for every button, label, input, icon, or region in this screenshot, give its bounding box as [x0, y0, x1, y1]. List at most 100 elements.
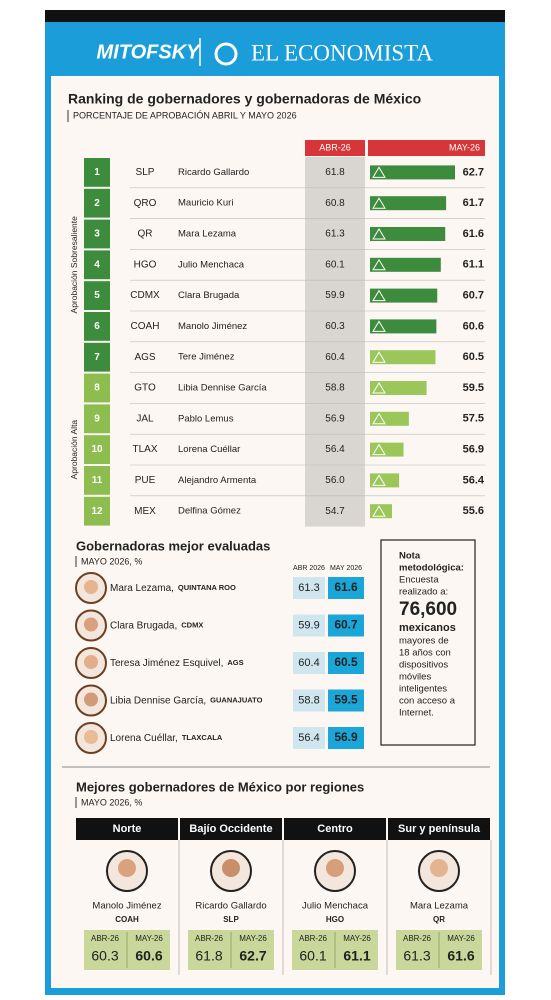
trend-icon — [372, 351, 386, 363]
rank-box — [84, 250, 110, 280]
abr-value: 61.8 — [195, 948, 222, 964]
rank-box — [84, 435, 110, 464]
avatar-face — [118, 859, 136, 877]
may-box — [328, 614, 364, 637]
state: CDMX — [130, 290, 160, 301]
may-value: 61.6 — [334, 580, 358, 594]
avatar-face — [84, 692, 98, 707]
logo-icon — [214, 42, 238, 66]
trend-icon — [372, 228, 386, 240]
abr-value: 60.4 — [325, 352, 345, 363]
avatar-face — [84, 617, 98, 632]
group-label: Aprobación Alta — [69, 420, 79, 480]
governor-name: Manolo Jiménez — [178, 321, 247, 332]
may-value: 60.5 — [334, 655, 358, 669]
trend-icon — [372, 382, 386, 394]
trend-icon — [372, 166, 386, 178]
col-head-label: MAY-26 — [239, 934, 267, 943]
governor-name: Clara Brugada — [178, 290, 240, 301]
rank: 9 — [94, 413, 100, 424]
trend-icon — [372, 320, 386, 332]
bar — [370, 504, 392, 519]
brand-economista: EL ECONOMISTA — [251, 40, 433, 65]
state: GTO — [134, 383, 156, 394]
governor-label: Mara Lezama, QUINTANA ROO — [110, 583, 236, 594]
region-head — [388, 818, 490, 840]
governor-name: Mara Lezama — [410, 901, 469, 912]
governor-name: Delfina Gómez — [178, 506, 241, 517]
abr-value: 60.8 — [325, 198, 345, 209]
state: JAL — [136, 413, 154, 424]
state: TLAX — [132, 444, 157, 455]
rank-box — [84, 404, 110, 434]
trend-icon — [372, 258, 386, 271]
trend-icon — [372, 412, 386, 425]
may-value: 56.4 — [463, 474, 485, 486]
col-head-label: MAY 2026 — [330, 565, 362, 572]
bar — [370, 165, 455, 180]
rank: 3 — [94, 229, 100, 240]
note-text: 18 años con — [399, 648, 451, 659]
panel — [51, 76, 499, 988]
governor-name: Alejandro Armenta — [178, 475, 257, 486]
may-value: 60.5 — [463, 351, 484, 363]
rank-box — [84, 496, 110, 526]
governor-name: Mauricio Kuri — [178, 198, 233, 209]
may-value: 60.7 — [334, 618, 358, 632]
governor-name: Lorena Cuéllar, — [110, 733, 178, 744]
governor-name: Tere Jiménez — [178, 352, 235, 363]
governor-name: Ricardo Gallardo — [195, 901, 266, 912]
governor-label: Teresa Jiménez Esquivel, AGS — [110, 658, 244, 669]
col-head-label: MAY-26 — [447, 934, 475, 943]
brand-mitofsky: MITOFSKY — [97, 41, 202, 63]
abr-value: 61.3 — [403, 948, 430, 964]
trend-icon — [372, 505, 386, 517]
rank-box — [84, 466, 110, 495]
note-text: inteligentes — [399, 684, 447, 695]
may-value: 55.6 — [463, 505, 484, 517]
abr-value: 61.3 — [298, 582, 319, 594]
may-value: 61.7 — [463, 197, 484, 209]
may-value: 56.9 — [334, 730, 358, 744]
note-text: 76,600 — [399, 599, 457, 620]
col-head-label: MAY-26 — [449, 142, 480, 152]
governor-name: Manolo Jiménez — [92, 901, 161, 912]
may-value: 59.5 — [463, 382, 484, 394]
may-value: 61.6 — [463, 228, 484, 240]
may-box — [328, 727, 364, 749]
regions-subtitle: MAYO 2026, % — [81, 797, 142, 807]
col-head-label: ABR-26 — [91, 934, 120, 943]
col-head-label: MAY-26 — [135, 934, 163, 943]
regions-title: Mejores gobernadores de México por regio… — [76, 779, 364, 794]
avatar-face — [84, 580, 98, 594]
bar — [370, 350, 436, 365]
abr-value: 60.1 — [299, 948, 326, 964]
abr-value: 60.1 — [325, 259, 345, 270]
rank: 1 — [94, 167, 100, 178]
abr-value: 59.9 — [325, 290, 345, 301]
governor-name: Libia Dennise García, — [110, 695, 206, 706]
abr-box — [293, 652, 325, 674]
state: HGO — [134, 259, 157, 270]
rank-box — [84, 373, 110, 403]
bar — [370, 227, 446, 241]
rank-box — [84, 158, 110, 187]
rank: 11 — [92, 475, 103, 486]
governors-title: Gobernadoras mejor evaluadas — [76, 538, 270, 553]
may-value: 61.6 — [447, 948, 474, 964]
region-name: Bajío Occidente — [189, 823, 272, 835]
col-head-label: ABR-26 — [195, 934, 224, 943]
avatar-face — [430, 859, 448, 877]
col-head-label: ABR-26 — [403, 934, 432, 943]
governor-name: Julio Menchaca — [178, 259, 245, 270]
governors-subtitle: MAYO 2026, % — [81, 556, 142, 566]
governor-state: CDMX — [181, 620, 203, 629]
governor-label: Libia Dennise García, GUANAJUATO — [110, 695, 263, 706]
rank-box — [84, 188, 110, 218]
note-text: móviles — [399, 672, 431, 683]
avatar-face — [84, 730, 98, 744]
governor-state: AGS — [227, 658, 243, 667]
abr-value: 60.4 — [298, 657, 319, 669]
governor-name: Libia Dennise García — [178, 383, 267, 394]
abr-value: 54.7 — [325, 506, 345, 517]
